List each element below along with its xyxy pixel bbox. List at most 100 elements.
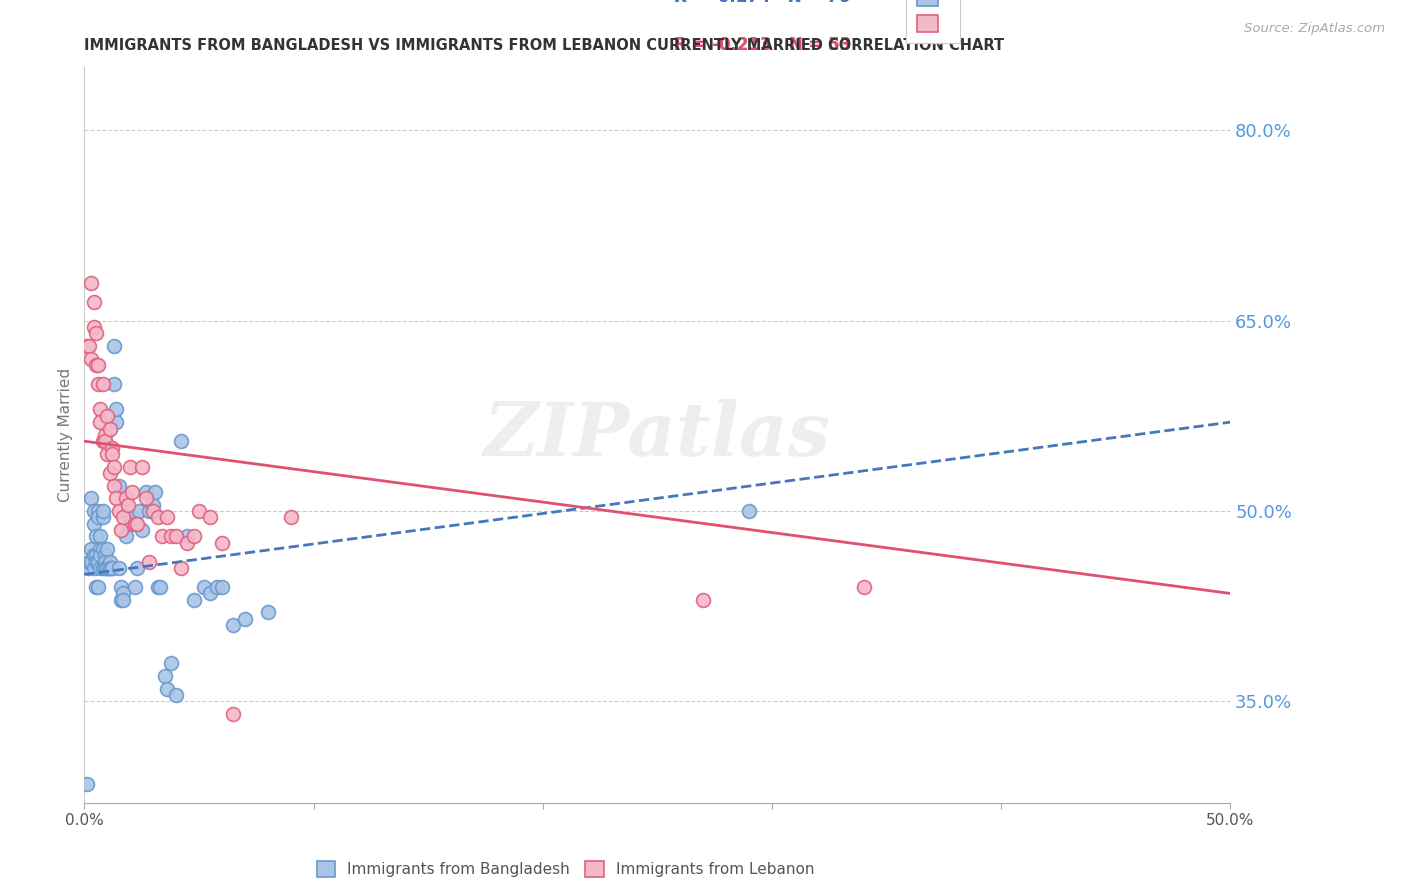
Text: R =  0.174   N = 76: R = 0.174 N = 76 <box>675 0 851 6</box>
Point <box>200 586 222 600</box>
Point <box>114 491 136 506</box>
Point <box>156 681 179 696</box>
Point <box>165 688 187 702</box>
Point <box>117 498 139 512</box>
Point <box>94 555 117 569</box>
Point <box>138 555 160 569</box>
Point <box>80 491 103 506</box>
Point <box>121 485 143 500</box>
Point <box>98 421 121 435</box>
Point <box>207 580 229 594</box>
Point <box>233 612 256 626</box>
Legend: , : , <box>905 0 960 43</box>
Point <box>76 339 98 353</box>
Point <box>84 326 107 341</box>
Point <box>280 510 302 524</box>
Point <box>84 555 107 569</box>
Point <box>84 549 107 563</box>
Point <box>96 447 118 461</box>
Point <box>91 504 114 518</box>
Point <box>80 555 103 569</box>
Point <box>83 561 105 575</box>
Point <box>176 529 198 543</box>
Point <box>94 434 117 449</box>
Point <box>131 523 153 537</box>
Point <box>77 555 100 569</box>
Point <box>222 618 245 632</box>
Point <box>114 529 136 543</box>
Text: R = -0.213   N = 53: R = -0.213 N = 53 <box>675 36 852 54</box>
Point <box>169 561 191 575</box>
Point <box>98 555 121 569</box>
Point <box>83 516 105 531</box>
Point <box>200 510 222 524</box>
Text: Source: ZipAtlas.com: Source: ZipAtlas.com <box>1244 22 1385 36</box>
Point <box>91 510 114 524</box>
Point <box>107 504 129 518</box>
Point <box>125 516 148 531</box>
Point <box>98 561 121 575</box>
Point <box>852 580 875 594</box>
Point <box>101 561 124 575</box>
Point <box>101 447 124 461</box>
Point <box>89 415 111 429</box>
Point <box>222 706 245 721</box>
Point <box>117 504 139 518</box>
Point <box>211 580 233 594</box>
Point <box>76 777 98 791</box>
Point <box>110 592 132 607</box>
Point <box>156 510 179 524</box>
Text: ZIPatlas: ZIPatlas <box>484 399 831 471</box>
Point <box>89 529 111 543</box>
Point <box>160 529 183 543</box>
Point <box>146 580 169 594</box>
Point <box>77 561 100 575</box>
Point <box>128 504 150 518</box>
Point <box>183 529 205 543</box>
Point <box>120 459 142 474</box>
Point <box>101 441 124 455</box>
Point <box>135 491 157 506</box>
Point <box>183 592 205 607</box>
Point <box>96 561 118 575</box>
Point <box>80 276 103 290</box>
Point <box>94 427 117 442</box>
Point <box>256 606 278 620</box>
Point <box>160 657 183 671</box>
Point <box>131 459 153 474</box>
Point <box>89 542 111 557</box>
Point <box>103 459 125 474</box>
Point <box>84 358 107 372</box>
Point <box>84 529 107 543</box>
Point <box>112 586 135 600</box>
Point <box>145 485 167 500</box>
Point <box>188 504 211 518</box>
Point <box>94 561 117 575</box>
Point <box>84 580 107 594</box>
Point <box>135 485 157 500</box>
Point <box>138 504 160 518</box>
Point <box>91 377 114 392</box>
Point <box>112 510 135 524</box>
Point <box>89 402 111 417</box>
Point <box>124 580 146 594</box>
Point <box>89 549 111 563</box>
Point <box>150 529 173 543</box>
Point <box>94 549 117 563</box>
Point <box>211 535 233 549</box>
Point <box>105 415 128 429</box>
Point <box>193 580 215 594</box>
Text: R =  0.174   N = 76: R = 0.174 N = 76 <box>675 0 851 6</box>
Point <box>121 510 143 524</box>
Text: IMMIGRANTS FROM BANGLADESH VS IMMIGRANTS FROM LEBANON CURRENTLY MARRIED CORRELAT: IMMIGRANTS FROM BANGLADESH VS IMMIGRANTS… <box>84 38 1004 54</box>
Point <box>112 592 135 607</box>
Point <box>153 669 176 683</box>
Point <box>149 580 172 594</box>
Point <box>101 561 124 575</box>
Point <box>83 504 105 518</box>
Point <box>165 529 187 543</box>
Point <box>169 434 191 449</box>
Point <box>110 523 132 537</box>
Y-axis label: Currently Married: Currently Married <box>58 368 73 502</box>
Point <box>142 504 165 518</box>
